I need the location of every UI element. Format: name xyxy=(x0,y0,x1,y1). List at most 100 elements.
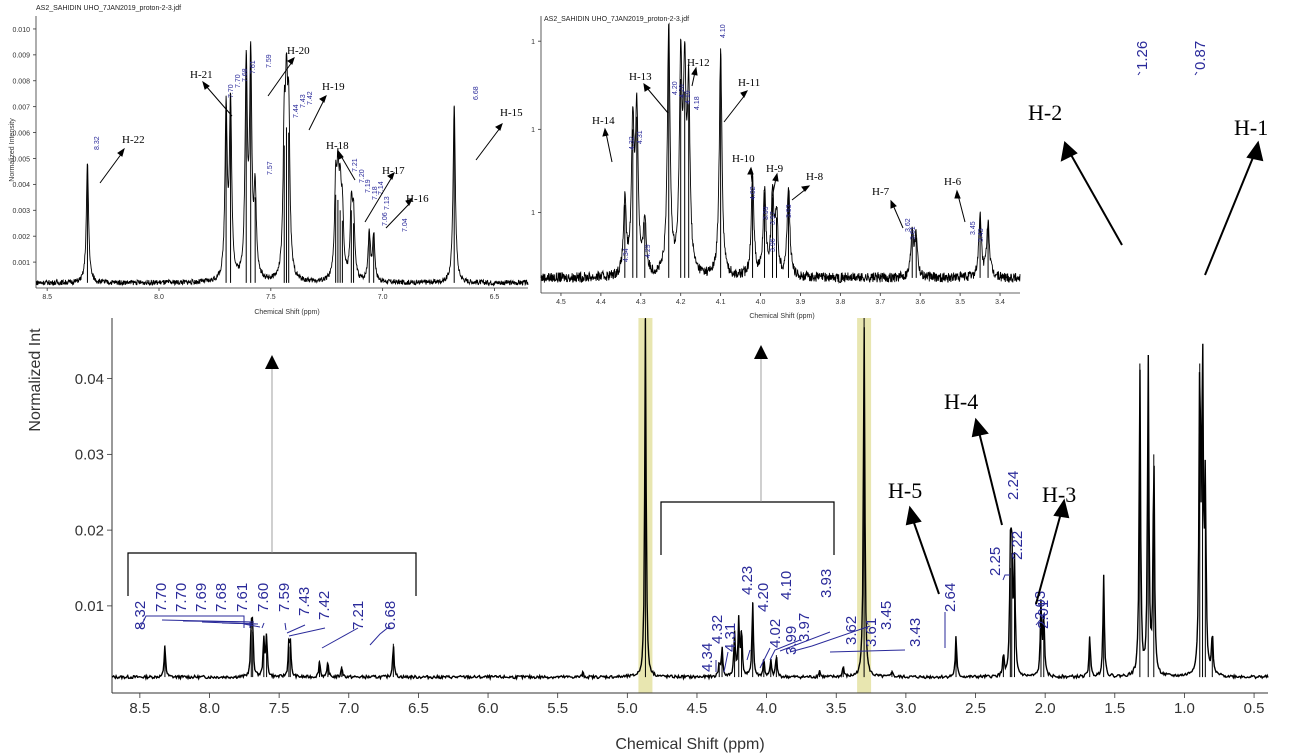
y-tick-label: 0.003 xyxy=(12,208,30,215)
assign-h5: H-5 xyxy=(888,478,922,503)
inset1-assign-h17: H-17 xyxy=(382,165,405,177)
inset2-peak-label: 4.10 xyxy=(720,24,727,38)
inset2-assign-h6: H-6 xyxy=(944,176,962,188)
x-tick-label: 4.4 xyxy=(596,299,606,306)
x-tick-label: 4.0 xyxy=(756,299,766,306)
y-tick-label: 0.03 xyxy=(75,447,104,464)
peak-labels-group2: 4.344.324.31 4.234.20 4.10 4.02 3.993.97 3.93… xyxy=(699,566,924,672)
inset-aromatic: AS2_SAHIDIN UHO_7JAN2019_proton-2-3.jdf … xyxy=(0,0,530,318)
x-tick-label: 5.5 xyxy=(547,700,568,717)
y-tick-label: 0.009 xyxy=(12,53,30,60)
peak-label: 4.02 xyxy=(767,619,784,648)
inset1-peak-label: 7.06 xyxy=(382,212,389,226)
inset2-trace xyxy=(540,22,1021,284)
inset2-peak-label: 4.29 xyxy=(645,244,652,258)
peak-label: 7.42 xyxy=(316,591,333,620)
inset1-assign-h19: H-19 xyxy=(322,81,345,93)
inset2-peak-label: 4.31 xyxy=(637,130,644,144)
peak-label: 2.22 xyxy=(1009,531,1026,560)
main-spectrum-chart: 8.5 8.0 7.5 7.0 6.5 6.0 5.5 5.0 4.5 4.0 3.5 3.0 2.5 2… xyxy=(27,41,1269,753)
y-tick-label: 0.002 xyxy=(12,234,30,241)
x-tick-label: 2.5 xyxy=(965,700,986,717)
x-tick-label: 4.0 xyxy=(756,700,777,717)
inset1-trace xyxy=(35,41,529,287)
peak-label: 4.20 xyxy=(755,583,772,612)
x-tick-label: 0.5 xyxy=(1244,700,1265,717)
inset2-peak-label: 3.93 xyxy=(786,204,793,218)
x-tick-label: 2.0 xyxy=(1035,700,1056,717)
x-tick-label: 4.1 xyxy=(716,299,726,306)
inset2-peak-label: 3.61 xyxy=(910,226,917,240)
inset1-y-ticks: 0.001 0.002 0.003 0.004 0.005 0.006 0.007 0.008… xyxy=(12,27,36,267)
inset1-peak-label: 7.19 xyxy=(365,179,372,193)
inset1-title: AS2_SAHIDIN UHO_7JAN2019_proton-2-3.jdf xyxy=(36,5,181,12)
inset1-x-axis-title: Chemical Shift (ppm) xyxy=(254,309,319,316)
inset1-peak-label: 7.70 xyxy=(235,74,242,88)
inset1-peak-label: 7.04 xyxy=(402,218,409,232)
assign-h3: H-3 xyxy=(1042,482,1076,507)
inset1-peak-label: 7.42 xyxy=(307,91,314,105)
peak-label: 6.68 xyxy=(382,601,399,630)
inset2-assign-h8: H-8 xyxy=(806,171,824,183)
peak-label: 7.68 xyxy=(213,583,230,612)
x-tick-label: 6.5 xyxy=(490,294,500,301)
peak-label: 0.87 xyxy=(1192,41,1209,70)
inset2-assign-h10: H-10 xyxy=(732,153,755,165)
inset1-peak-markers xyxy=(86,65,455,283)
inset1-peak-label: 7.14 xyxy=(378,181,385,195)
inset2-assign-h12: H-12 xyxy=(687,57,710,69)
x-tick-label: 3.9 xyxy=(796,299,806,306)
inset1-peak-label: 7.61 xyxy=(250,60,257,74)
peak-label: 4.10 xyxy=(778,571,795,600)
peak-label: 8.32 xyxy=(132,601,149,630)
inset2-assign-h7: H-7 xyxy=(872,186,890,198)
peak-label: 3.99 xyxy=(783,626,800,655)
x-tick-label: 3.8 xyxy=(836,299,846,306)
x-tick-label: 8.5 xyxy=(42,294,52,301)
x-tick-label: 4.2 xyxy=(676,299,686,306)
inset1-y-axis-title: Normalized Intensity xyxy=(9,118,16,182)
y-tick-label: 0.04 xyxy=(75,371,104,388)
inset2-title: AS2_SAHIDIN UHO_7JAN2019_proton-2-3.jdf xyxy=(544,16,689,23)
x-tick-label: 6.5 xyxy=(408,700,429,717)
peak-connectors xyxy=(139,71,1198,673)
inset1-assign-h18: H-18 xyxy=(326,140,349,152)
spectrum-trace xyxy=(111,318,1269,681)
inset2-peak-label: 4.18 xyxy=(694,96,701,110)
y-tick-label: 0.01 xyxy=(75,598,104,615)
inset1-peak-labels: 8.327.707.70 7.687.61 7.597.577.447.43 7.42… xyxy=(94,54,480,232)
inset1-peak-label: 7.43 xyxy=(300,94,307,108)
peak-label: 7.69 xyxy=(193,583,210,612)
y-tick-label: 0.02 xyxy=(75,522,104,539)
inset2-peak-label: 4.02 xyxy=(750,186,757,200)
inset1-peak-label: 6.68 xyxy=(473,86,480,100)
inset2-peak-label: 3.96 xyxy=(770,238,777,252)
inset2-peak-label: 3.62 xyxy=(905,218,912,232)
peak-label: 3.45 xyxy=(878,601,895,630)
inset2-y-ticks: 1 1 1 xyxy=(531,39,541,217)
y-tick-label: 1 xyxy=(531,127,535,134)
inset2-assign-h9: H-9 xyxy=(766,163,784,175)
inset1-peak-label: 7.70 xyxy=(228,84,235,98)
peak-label: 7.59 xyxy=(276,583,293,612)
inset2-arrows xyxy=(602,66,966,229)
y-tick-label: 0.001 xyxy=(12,260,30,267)
peak-label: 1.26 xyxy=(1134,41,1151,70)
x-tick-label: 7.5 xyxy=(269,700,290,717)
inset1-peak-label: 7.44 xyxy=(293,104,300,118)
peak-label: 7.60 xyxy=(255,583,272,612)
peak-label: 3.43 xyxy=(907,618,924,647)
inset2-assign-h14: H-14 xyxy=(592,115,615,127)
peak-markers xyxy=(164,318,1213,678)
x-tick-label: 1.0 xyxy=(1174,700,1195,717)
x-tick-label: 5.0 xyxy=(617,700,638,717)
inset1-arrows xyxy=(99,57,503,229)
solvent-highlight-bands xyxy=(638,318,872,693)
y-tick-label: 0.007 xyxy=(12,104,30,111)
peak-label: 2.01 xyxy=(1035,600,1052,629)
x-tick-label: 8.0 xyxy=(199,700,220,717)
assign-h1: H-1 xyxy=(1234,115,1268,140)
x-tick-label: 3.6 xyxy=(915,299,925,306)
y-axis-title: Normalized Int xyxy=(27,328,44,432)
